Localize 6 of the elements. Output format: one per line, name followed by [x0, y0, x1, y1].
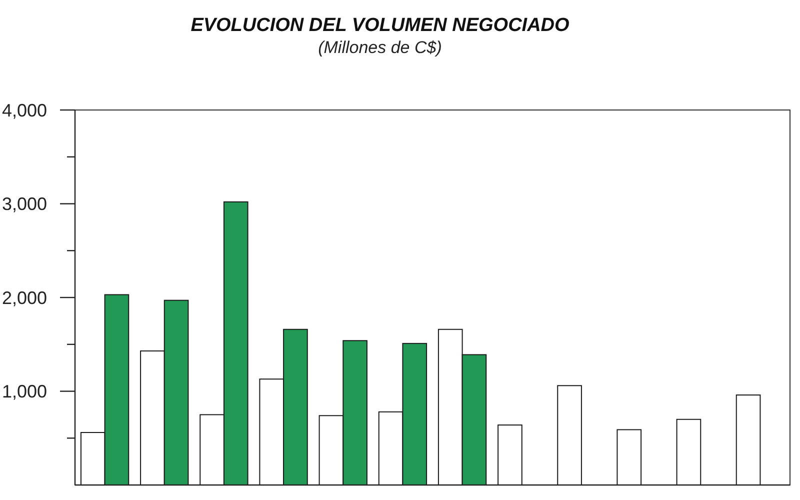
y-tick-label: 1,000	[2, 382, 47, 402]
y-tick-label: 4,000	[2, 100, 47, 120]
y-tick-label: 2,000	[2, 288, 47, 308]
y-tick-label: 3,000	[2, 194, 47, 214]
chart-title: EVOLUCION DEL VOLUMEN NEGOCIADO	[190, 15, 570, 36]
chart-subtitle: (Millones de C$)	[318, 38, 442, 57]
